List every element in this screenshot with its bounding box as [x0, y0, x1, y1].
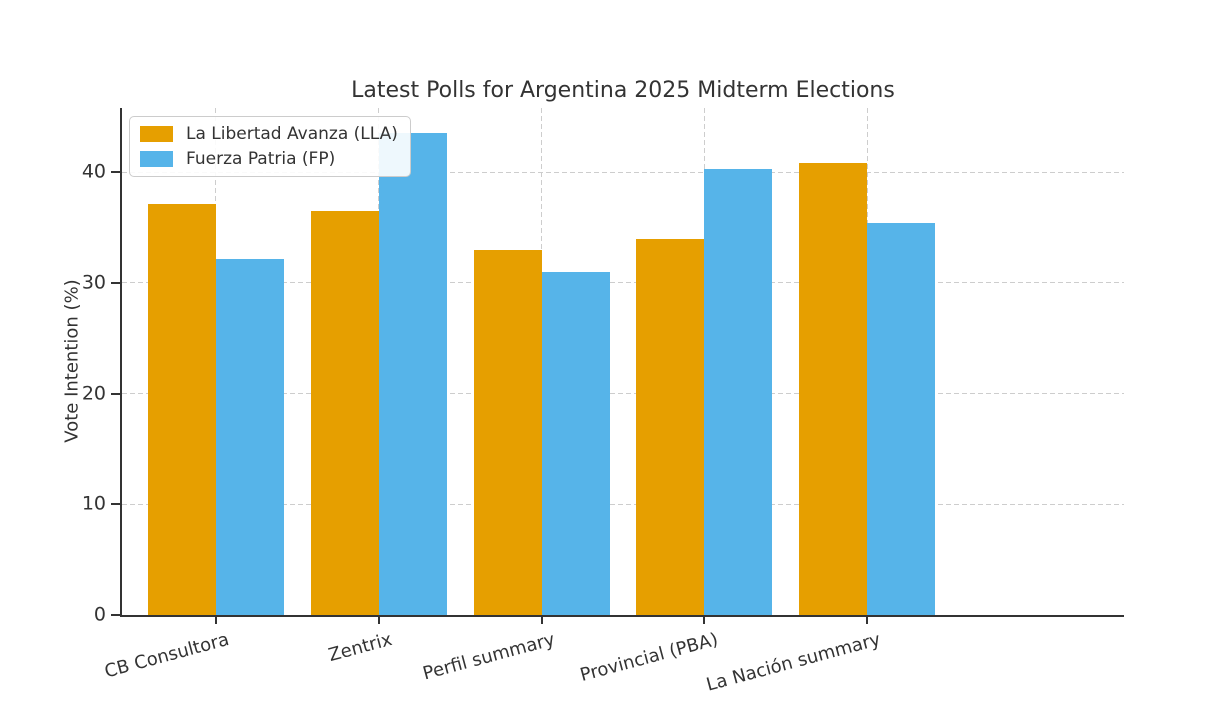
y-tick-mark: [111, 614, 120, 616]
y-axis-spine: [120, 108, 122, 617]
y-tick-mark: [111, 503, 120, 506]
x-category-label: Provincial (PBA): [577, 629, 720, 686]
legend-item-lla: La Libertad Avanza (LLA): [140, 124, 398, 144]
bar-fp: [704, 168, 773, 615]
bar-lla: [147, 204, 216, 615]
horizontal-gridline: [122, 282, 1124, 284]
x-tick-mark: [214, 615, 217, 624]
bar-lla: [799, 163, 868, 615]
x-category-label: Zentrix: [325, 629, 395, 667]
plot-area: 0 10 20 30 40 CB Consultora Zentrix Perfil sum…: [82, 108, 1124, 696]
x-category-label: CB Consultora: [102, 629, 232, 683]
y-tick-label: 0: [93, 603, 106, 626]
x-axis-spine: [120, 615, 1124, 617]
x-tick-mark: [703, 615, 706, 624]
y-tick-mark: [111, 281, 120, 284]
bar-fp: [215, 258, 284, 615]
legend-label-lla: La Libertad Avanza (LLA): [186, 124, 398, 144]
fp-color-swatch: [140, 151, 173, 167]
horizontal-gridline: [122, 393, 1124, 395]
bar-fp: [378, 133, 447, 615]
bar-fp: [541, 271, 610, 615]
legend-label-fp: Fuerza Patria (FP): [186, 149, 336, 169]
horizontal-gridline: [122, 503, 1124, 505]
x-category-label: Perfil summary: [420, 629, 557, 685]
x-tick-mark: [540, 615, 543, 624]
lla-color-swatch: [140, 126, 173, 142]
chart-title: Latest Polls for Argentina 2025 Midterm …: [351, 78, 895, 103]
x-tick-mark: [377, 615, 380, 624]
bar-lla: [310, 210, 379, 615]
y-tick-label: 40: [81, 160, 106, 183]
x-category-label: La Nación summary: [704, 629, 883, 696]
y-tick-mark: [111, 171, 120, 174]
x-tick-mark: [866, 615, 869, 624]
bar-lla: [636, 238, 705, 615]
y-tick-mark: [111, 392, 120, 395]
y-tick-label: 20: [81, 382, 106, 405]
y-axis-label: Vote Intention (%): [61, 279, 83, 443]
legend: La Libertad Avanza (LLA) Fuerza Patria (…: [129, 116, 411, 177]
bar-fp: [867, 223, 936, 615]
y-tick-label: 10: [81, 492, 106, 515]
bar-lla: [473, 249, 542, 615]
horizontal-gridline: [122, 171, 1124, 173]
y-tick-label: 30: [81, 271, 106, 294]
legend-item-fp: Fuerza Patria (FP): [140, 149, 398, 169]
